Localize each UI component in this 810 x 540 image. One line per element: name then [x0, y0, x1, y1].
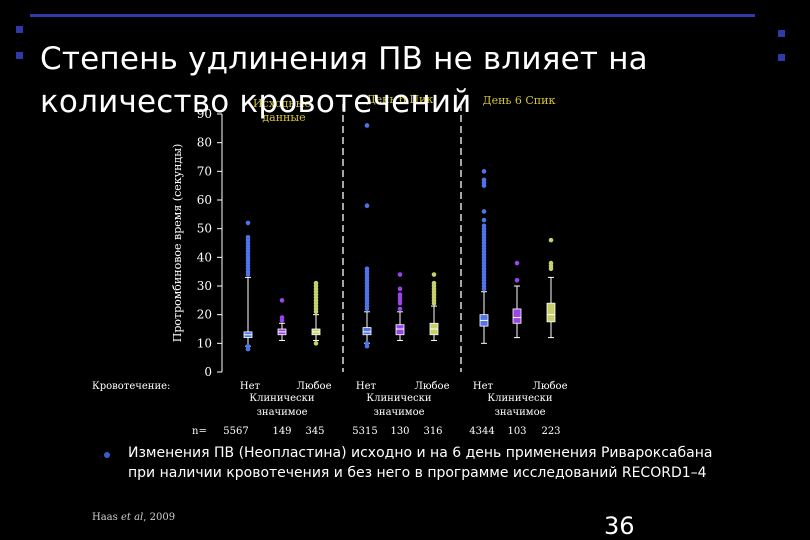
panel-label-line: данные — [262, 111, 305, 124]
outlier-point — [481, 223, 487, 229]
top-decor-bar — [30, 14, 755, 17]
outlier-point — [313, 341, 319, 346]
bullet-text: Изменения ПВ (Неопластина) исходно и на … — [128, 445, 713, 481]
outlier-point — [514, 277, 520, 283]
outlier-point — [279, 298, 285, 303]
y-tick-label: 50 — [197, 222, 212, 236]
iqr-box — [546, 302, 556, 323]
decor-square — [778, 30, 785, 37]
decor-square — [778, 54, 785, 61]
citation-authors: Haas — [92, 512, 121, 523]
y-tick-label: 60 — [197, 193, 212, 207]
outlier-point — [279, 315, 285, 320]
n-value: 4344 — [469, 426, 494, 437]
outlier-point — [397, 306, 403, 312]
outlier-point — [514, 260, 520, 266]
outlier-point — [245, 234, 251, 240]
category-label-line: значимое — [256, 407, 307, 418]
n-value: 316 — [423, 426, 442, 437]
outlier-point — [245, 220, 251, 226]
outlier-point — [364, 341, 370, 346]
category-label-line: Клинически — [249, 393, 314, 404]
category-label: Любое — [296, 381, 331, 392]
panel-label: День 6 Пик — [367, 93, 434, 106]
iqr-box — [395, 324, 405, 336]
y-tick-label: 90 — [197, 107, 212, 121]
category-label: Любое — [414, 381, 449, 392]
y-tick-label: 30 — [197, 279, 212, 293]
outlier-point — [397, 286, 403, 292]
slide-number: 36 — [604, 512, 635, 540]
category-label: Любое — [532, 381, 567, 392]
y-tick-label: 0 — [204, 365, 212, 379]
category-label: Нет — [240, 381, 261, 392]
outlier-point — [481, 209, 487, 214]
citation-etal: et al — [120, 512, 144, 523]
n-value: 5567 — [223, 426, 248, 437]
outlier-point — [548, 260, 554, 266]
category-label-line: Клинически — [366, 393, 431, 404]
n-value: 5315 — [352, 426, 377, 437]
category-label: Нет — [356, 381, 377, 392]
outlier-point — [364, 123, 370, 128]
outlier-point — [481, 177, 487, 183]
outlier-point — [397, 272, 403, 277]
outlier-point — [364, 266, 370, 272]
n-value: 149 — [272, 426, 291, 437]
category-label-line: значимое — [373, 407, 424, 418]
y-tick-label: 40 — [197, 250, 212, 264]
outlier-point — [245, 343, 251, 349]
category-label-line: значимое — [494, 407, 545, 418]
outlier-point — [431, 272, 437, 277]
bleeding-row-label: Кровотечение: — [92, 381, 170, 392]
slide-title: Степень удлинения ПВ не влияет на количе… — [40, 41, 648, 120]
outlier-point — [481, 169, 487, 174]
n-row-label: n= — [192, 426, 207, 437]
n-value: 130 — [390, 426, 409, 437]
decor-square — [16, 52, 23, 59]
iqr-box — [512, 308, 522, 324]
category-label-line: Клинически — [487, 393, 552, 404]
y-axis-title: Протромбиновое время (секунды) — [171, 144, 184, 343]
bullet-icon — [104, 452, 110, 458]
panel-label: День 6 Спик — [483, 94, 556, 107]
panel-label-line: Исходные — [253, 97, 311, 110]
citation: Haas et al, 2009 — [92, 512, 175, 523]
citation-year: , 2009 — [143, 512, 176, 523]
category-label: Нет — [473, 381, 494, 392]
y-tick-label: 80 — [197, 136, 212, 150]
n-value: 345 — [305, 426, 324, 437]
outlier-point — [313, 280, 319, 286]
decor-square — [16, 26, 23, 33]
outlier-point — [364, 203, 370, 209]
y-tick-label: 10 — [197, 336, 212, 350]
y-tick-label: 70 — [197, 164, 212, 178]
outlier-point — [548, 237, 554, 243]
y-tick-label: 20 — [197, 308, 212, 322]
n-value: 103 — [507, 426, 526, 437]
n-value: 223 — [541, 426, 560, 437]
outlier-point — [397, 292, 403, 297]
iqr-box — [362, 327, 372, 336]
outlier-point — [481, 217, 487, 223]
outlier-point — [431, 280, 437, 286]
